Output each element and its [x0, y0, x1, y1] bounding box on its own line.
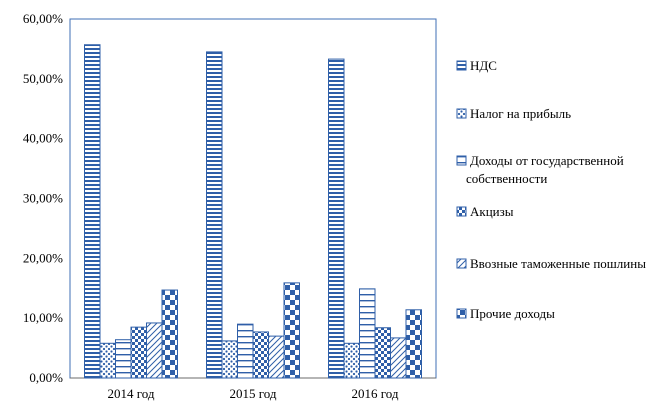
bar — [268, 335, 285, 379]
legend-swatch — [456, 308, 467, 319]
y-tick-label: 50,00% — [23, 71, 63, 86]
bar — [161, 289, 178, 379]
y-tick-label: 30,00% — [23, 191, 63, 206]
bar — [146, 322, 163, 379]
legend-swatch — [456, 108, 467, 119]
bar — [283, 282, 300, 379]
bar — [221, 340, 238, 379]
y-tick-label: 10,00% — [23, 310, 63, 325]
legend: НДС Налог на прибыль Доходы от государстве… — [456, 58, 646, 321]
bar — [252, 331, 269, 379]
bar — [206, 51, 223, 379]
legend-label: Акцизы — [470, 204, 514, 219]
legend-swatch — [456, 60, 467, 71]
bar — [130, 326, 147, 379]
x-tick-label: 2016 год — [352, 386, 399, 401]
y-tick-labels: 0,00% 10,00% 20,00% 30,00% 40,00% 50,00% 60,00… — [23, 11, 63, 385]
bar — [343, 342, 360, 379]
y-tick-label: 0,00% — [29, 370, 63, 385]
bars-group — [84, 44, 422, 379]
legend-label: Доходы от государственной собственности — [466, 153, 624, 186]
y-tick-label: 40,00% — [23, 131, 63, 146]
bar — [99, 342, 116, 379]
legend-label: Прочие доходы — [470, 306, 555, 321]
bar — [390, 337, 407, 379]
bar — [115, 339, 132, 379]
legend-swatch — [456, 155, 467, 166]
legend-swatch — [456, 206, 467, 217]
bar — [328, 58, 345, 379]
y-tick-label: 60,00% — [23, 11, 63, 26]
legend-label: НДС — [470, 58, 497, 73]
bar — [84, 44, 101, 379]
legend-label: Ввозные таможенные пошлины — [470, 256, 646, 271]
bar — [405, 309, 422, 379]
y-tick-label: 20,00% — [23, 250, 63, 265]
legend-label: Налог на прибыль — [470, 106, 571, 121]
bar — [374, 327, 391, 379]
legend-swatch — [456, 258, 467, 269]
bar — [237, 323, 254, 379]
x-tick-label: 2014 год — [108, 386, 155, 401]
x-tick-labels: 2014 год 2015 год 2016 год — [108, 386, 399, 401]
bar — [359, 288, 376, 379]
x-tick-label: 2015 год — [230, 386, 277, 401]
